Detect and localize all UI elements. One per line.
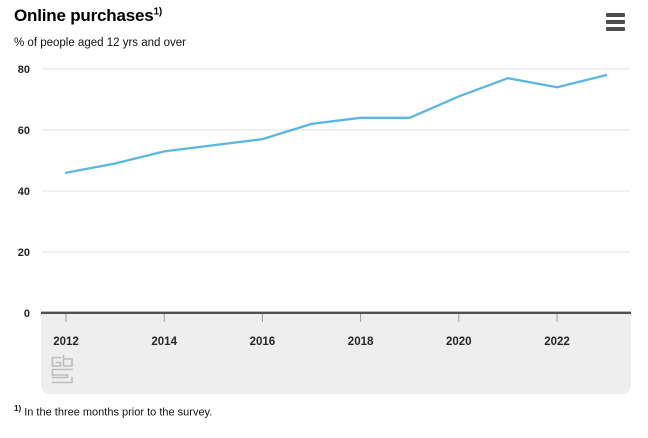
hamburger-menu-icon[interactable] [606,13,626,31]
y-axis-label: 0 [24,308,30,320]
x-axis-label: 2014 [151,336,177,348]
chart-title: Online purchases1) [14,6,162,26]
title-footnote-marker: 1) [153,6,162,18]
y-axis-label: 80 [18,64,30,76]
y-axis-label: 20 [18,247,30,259]
x-axis-band [41,311,631,394]
axis-band [41,313,631,394]
menu-bar [606,20,625,24]
y-axis-labels: 0 20 40 60 80 [18,64,30,320]
footnote: 1) In the three months prior to the surv… [14,404,212,419]
y-axis-label: 60 [18,125,30,137]
x-axis-label: 2020 [446,336,472,348]
data-line [64,73,608,174]
cbs-logo-icon [51,354,73,384]
logo-letter-c [51,356,62,367]
x-axis-ticks [65,314,558,322]
menu-bar [606,27,625,31]
gridlines [42,68,630,253]
logo-letter-b [62,354,73,367]
x-axis-label: 2022 [544,336,570,348]
chart-title-text: Online purchases [14,6,154,25]
menu-bar [606,13,625,17]
logo-letter-s [51,368,73,379]
data-series [64,73,608,174]
y-axis-label: 40 [18,186,30,198]
x-axis-labels: 2012 2014 2016 2018 2020 2022 [53,336,570,348]
footnote-text: In the three months prior to the survey. [24,406,213,419]
x-axis-label: 2016 [250,336,276,348]
chart-subtitle: % of people aged 12 yrs and over [14,37,186,49]
footnote-marker: 1) [14,404,22,413]
x-axis-label: 2018 [348,336,374,348]
x-axis-line [41,311,631,314]
x-axis-label: 2012 [53,336,79,348]
logo-letter-s2 [51,376,73,384]
